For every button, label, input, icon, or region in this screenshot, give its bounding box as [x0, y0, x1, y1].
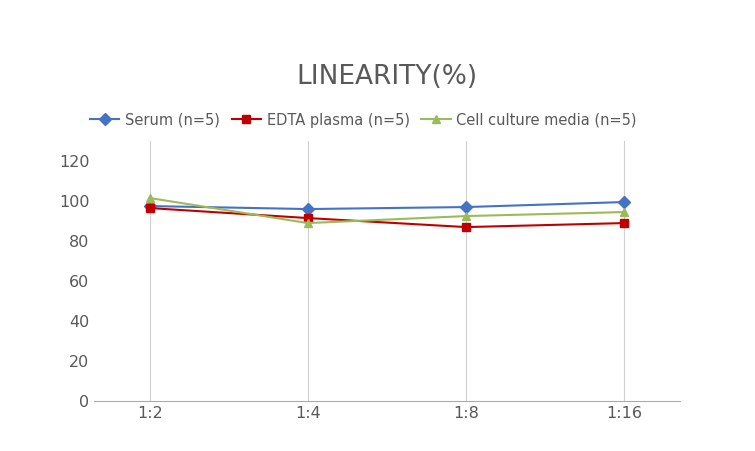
- EDTA plasma (n=5): [145, 205, 154, 211]
- Cell culture media (n=5): [304, 221, 313, 226]
- EDTA plasma (n=5): [620, 221, 629, 226]
- Text: LINEARITY(%): LINEARITY(%): [297, 64, 477, 90]
- Line: Cell culture media (n=5): Cell culture media (n=5): [146, 194, 628, 227]
- Cell culture media (n=5): [620, 209, 629, 215]
- Cell culture media (n=5): [145, 195, 154, 201]
- Legend: Serum (n=5), EDTA plasma (n=5), Cell culture media (n=5): Serum (n=5), EDTA plasma (n=5), Cell cul…: [90, 113, 637, 128]
- Serum (n=5): [145, 203, 154, 209]
- Serum (n=5): [620, 199, 629, 205]
- EDTA plasma (n=5): [304, 216, 313, 221]
- Cell culture media (n=5): [461, 213, 470, 219]
- Serum (n=5): [461, 204, 470, 210]
- Line: EDTA plasma (n=5): EDTA plasma (n=5): [146, 204, 628, 231]
- Line: Serum (n=5): Serum (n=5): [146, 198, 628, 213]
- EDTA plasma (n=5): [461, 225, 470, 230]
- Serum (n=5): [304, 207, 313, 212]
